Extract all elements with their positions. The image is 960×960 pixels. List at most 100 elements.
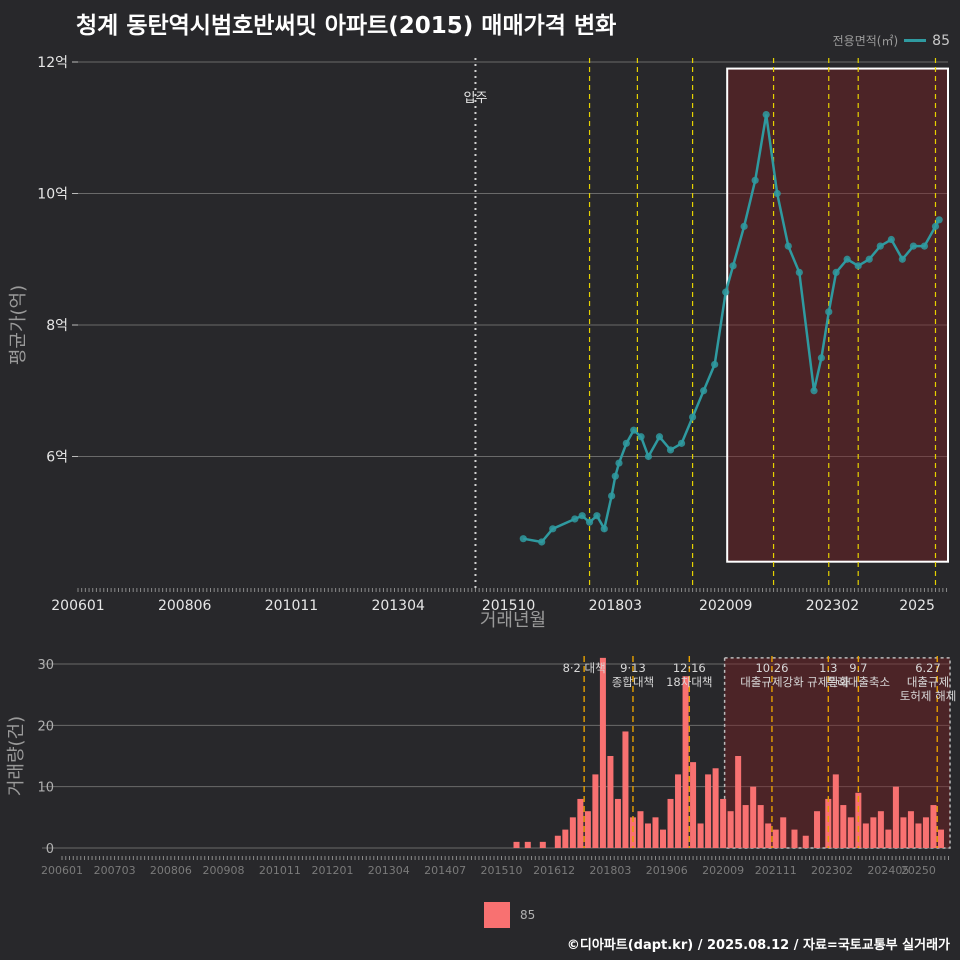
- x-tick-label: 202009: [699, 598, 752, 614]
- volume-bar: [607, 756, 614, 848]
- price-point: [611, 472, 619, 480]
- policy-label: 12·16: [673, 661, 706, 675]
- policy-label: 18차대책: [666, 675, 712, 689]
- policy-label: 특례대출축소: [827, 675, 890, 689]
- price-point: [630, 426, 638, 434]
- price-point: [593, 512, 601, 520]
- volume-bar: [870, 817, 877, 848]
- legend-value: 85: [932, 32, 950, 49]
- volume-bar: [682, 676, 689, 848]
- price-point: [898, 255, 906, 263]
- volume-bar: [727, 811, 734, 848]
- price-point: [615, 459, 623, 467]
- volume-bar: [930, 805, 937, 848]
- price-point: [887, 235, 895, 244]
- price-point: [571, 515, 579, 523]
- price-point: [700, 387, 708, 395]
- price-point: [876, 242, 884, 250]
- y-axis-title: 평균가(억): [8, 285, 29, 365]
- x-tick-label: 200703: [94, 864, 136, 877]
- volume-bar: [922, 817, 929, 848]
- price-point: [549, 525, 557, 533]
- x-tick-label: 201304: [368, 864, 410, 877]
- volume-bar: [900, 817, 907, 848]
- volume-bar: [915, 823, 922, 848]
- volume-bar: [690, 762, 697, 848]
- volume-bar: [697, 823, 704, 848]
- price-point: [688, 413, 697, 421]
- volume-bar: [877, 811, 884, 848]
- x-tick-label: 2025: [899, 598, 935, 614]
- volume-bar: [562, 829, 569, 848]
- legend-title: 전용면적(㎡): [832, 34, 899, 48]
- x-tick-label: 202111: [755, 864, 797, 877]
- price-point: [865, 255, 873, 263]
- price-point: [729, 262, 737, 270]
- price-point: [711, 360, 719, 369]
- volume-bar: [524, 841, 531, 848]
- volume-bar: [539, 841, 546, 848]
- volume-bar: [750, 786, 757, 848]
- price-point: [825, 308, 833, 316]
- volume-bar: [667, 798, 674, 848]
- price-point: [935, 216, 943, 224]
- price-point: [773, 189, 781, 198]
- highlight-box: [726, 67, 949, 563]
- price-point: [608, 492, 616, 500]
- price-point: [644, 452, 653, 461]
- x-tick-label: 200601: [41, 864, 83, 877]
- price-point: [538, 538, 546, 546]
- price-point: [677, 439, 686, 447]
- price-point: [622, 439, 630, 447]
- x-tick-label: 201304: [371, 598, 425, 614]
- volume-bar: [825, 798, 832, 848]
- y-tick-label: 6억: [46, 450, 68, 466]
- volume-bar: [802, 835, 809, 848]
- price-point: [832, 268, 840, 276]
- policy-label: 9·13: [620, 661, 646, 675]
- x-tick-label: 201612: [533, 864, 575, 877]
- bar-legend-label: 85: [520, 908, 536, 922]
- volume-bar: [614, 798, 621, 848]
- y-tick-label: 10: [37, 781, 54, 796]
- price-point: [817, 354, 826, 362]
- volume-bar: [599, 657, 606, 848]
- volume-bar: [847, 817, 854, 848]
- x-tick-label: 201803: [589, 864, 631, 877]
- price-point: [578, 512, 586, 520]
- y-axis-title: 거래량(건): [6, 716, 27, 796]
- x-tick-label: 201906: [646, 864, 688, 877]
- x-tick-label: 201011: [265, 598, 318, 614]
- policy-label: 1.3: [819, 661, 837, 675]
- credit-text: ©디아파트(dapt.kr) / 2025.08.12 / 자료=국토교통부 실…: [566, 938, 950, 953]
- volume-bar: [885, 829, 892, 848]
- volume-bar: [705, 774, 712, 848]
- y-tick-label: 20: [37, 719, 54, 734]
- x-tick-label: 200806: [158, 598, 212, 614]
- volume-bar: [622, 731, 629, 848]
- volume-bar: [742, 805, 749, 848]
- x-tick-label: 201407: [424, 864, 466, 877]
- y-tick-label: 10억: [37, 187, 68, 203]
- price-point: [920, 242, 929, 250]
- volume-bar: [791, 829, 798, 848]
- policy-label: 대출규제: [907, 675, 949, 689]
- volume-bar: [569, 817, 576, 848]
- price-point: [810, 387, 818, 395]
- volume-bar: [862, 823, 869, 848]
- bar-legend-swatch: [484, 902, 510, 928]
- move-in-label: 입주: [464, 91, 488, 106]
- volume-bar: [840, 805, 847, 848]
- volume-bar: [735, 756, 742, 848]
- price-chart: 6억 8억 10억 12억 200601 200806 201011 201304 201510…: [8, 55, 949, 631]
- volume-bar: [712, 768, 719, 848]
- volume-bar: [907, 811, 914, 848]
- volume-bar: [772, 829, 779, 848]
- policy-label: 6.27: [915, 661, 941, 675]
- volume-bar: [937, 829, 944, 848]
- policy-label: 9.7: [849, 661, 867, 675]
- price-point: [931, 222, 940, 230]
- x-tick-label: 201201: [311, 864, 353, 877]
- volume-bar: [660, 829, 667, 848]
- x-tick-label: 202302: [811, 864, 853, 877]
